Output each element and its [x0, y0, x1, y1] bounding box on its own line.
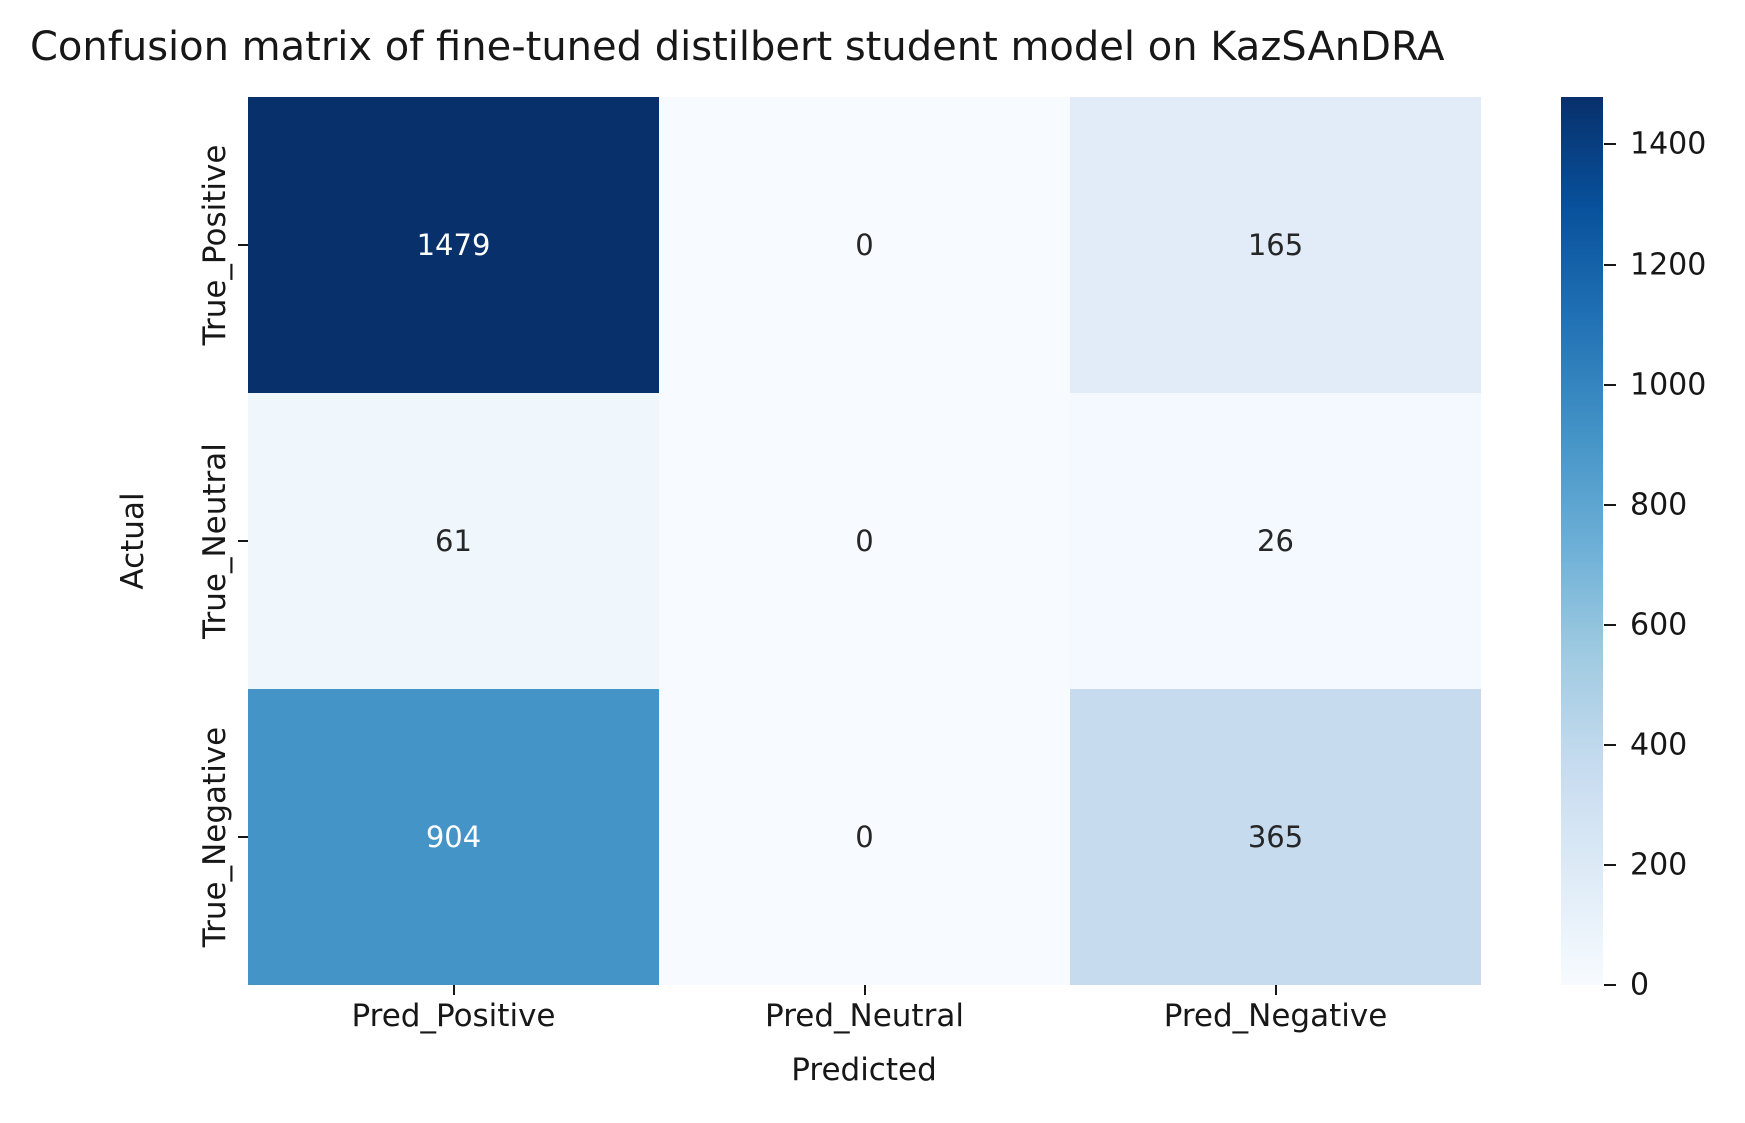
colorbar-tick-mark	[1604, 263, 1616, 266]
colorbar-tick-label: 200	[1630, 847, 1688, 883]
chart-title: Confusion matrix of fine-tuned distilber…	[30, 24, 1445, 70]
heatmap-cell-r2-c1: 0	[659, 689, 1070, 985]
colorbar-tick-mark	[1604, 143, 1616, 146]
cell-value: 1479	[416, 228, 491, 262]
heatmap-cell-r2-c0: 904	[248, 689, 659, 985]
colorbar-tick-label: 400	[1630, 727, 1688, 763]
cell-value: 904	[425, 820, 482, 854]
heatmap-cell-r0-c2: 165	[1070, 97, 1481, 393]
colorbar-tick-label: 1400	[1630, 126, 1707, 162]
cell-value: 26	[1257, 524, 1294, 558]
colorbar-tick-mark	[1604, 623, 1616, 626]
colorbar-tick-label: 0	[1630, 967, 1650, 1003]
x-tick-mark	[863, 985, 866, 995]
colorbar-tick-mark	[1604, 743, 1616, 746]
cell-value: 0	[855, 820, 874, 854]
x-tick-mark	[1274, 985, 1277, 995]
x-tick-mark	[452, 985, 455, 995]
colorbar-tick-mark	[1604, 383, 1616, 386]
colorbar-tick-mark	[1604, 984, 1616, 986]
x-tick-label: Pred_Negative	[1163, 998, 1388, 1034]
colorbar-tick-label: 600	[1630, 607, 1688, 643]
colorbar	[1561, 97, 1603, 985]
cell-value: 0	[855, 524, 874, 558]
y-tick-mark	[238, 244, 248, 246]
heatmap-grid: 1479 0 165 61 0 26 904 0 365	[248, 97, 1481, 985]
colorbar-tick-label: 1200	[1630, 247, 1707, 282]
cell-value: 165	[1247, 228, 1304, 262]
cell-value: 365	[1247, 820, 1304, 854]
cell-value: 61	[435, 524, 472, 558]
y-axis-label: Actual	[115, 492, 151, 590]
colorbar-tick-label: 1000	[1630, 367, 1707, 403]
heatmap-cell-r1-c0: 61	[248, 393, 659, 689]
y-tick-label: True_Negative	[197, 726, 233, 948]
heatmap-cell-r1-c1: 0	[659, 393, 1070, 689]
heatmap-cell-r2-c2: 365	[1070, 689, 1481, 985]
colorbar-tick-label: 800	[1630, 487, 1688, 523]
colorbar-tick-mark	[1604, 503, 1616, 506]
x-tick-label: Pred_Positive	[351, 998, 556, 1034]
y-tick-label: True_Neutral	[197, 443, 233, 639]
x-tick-label: Pred_Neutral	[765, 998, 964, 1034]
y-tick-mark	[238, 836, 248, 838]
heatmap-cell-r0-c1: 0	[659, 97, 1070, 393]
y-tick-label: True_Positive	[197, 144, 233, 346]
heatmap-cell-r1-c2: 26	[1070, 393, 1481, 689]
cell-value: 0	[855, 228, 874, 262]
colorbar-tick-mark	[1604, 863, 1616, 866]
x-axis-label: Predicted	[791, 1052, 937, 1088]
y-tick-mark	[238, 540, 248, 542]
heatmap-cell-r0-c0: 1479	[248, 97, 659, 393]
